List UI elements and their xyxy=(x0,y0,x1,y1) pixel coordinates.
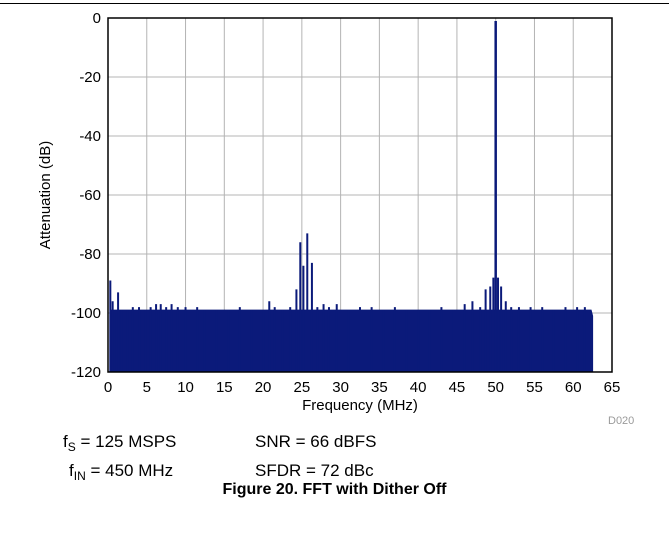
x-tick-label: 5 xyxy=(143,379,151,396)
x-tick-label: 50 xyxy=(487,379,504,396)
spectrum-trace xyxy=(109,20,594,373)
y-tick-label: -80 xyxy=(79,246,101,263)
x-axis-title: Frequency (MHz) xyxy=(302,397,418,414)
y-tick-label: 0 xyxy=(93,10,101,27)
x-tick-label: 0 xyxy=(104,379,112,396)
y-axis-title: Attenuation (dB) xyxy=(37,141,54,249)
x-tick-label: 55 xyxy=(526,379,543,396)
x-tick-label: 45 xyxy=(449,379,466,396)
fin-value: = 450 MHz xyxy=(85,461,174,480)
y-tick-label: -60 xyxy=(79,187,101,204)
x-tick-label: 35 xyxy=(371,379,388,396)
x-tick-label: 30 xyxy=(332,379,349,396)
fin-symbol: f xyxy=(69,461,74,480)
x-tick-label: 15 xyxy=(216,379,233,396)
snr-label: SNR = 66 dBFS xyxy=(255,432,377,451)
fs-symbol: f xyxy=(63,432,68,451)
figure-caption: Figure 20. FFT with Dither Off xyxy=(222,481,447,498)
input-frequency-label: fIN = 450 MHz xyxy=(69,461,173,483)
plot-frame xyxy=(107,17,613,373)
x-tick-label: 60 xyxy=(565,379,582,396)
fft-chart: 0 5 10 15 20 25 30 35 40 45 50 55 60 65 0 -20 -40 -60 -80 -… xyxy=(37,10,634,427)
fs-subscript: S xyxy=(67,440,76,454)
x-tick-label: 10 xyxy=(177,379,194,396)
y-tick-label: -100 xyxy=(71,305,101,322)
noise-floor-band xyxy=(109,309,594,373)
x-tick-label: 40 xyxy=(410,379,427,396)
fs-value: = 125 MSPS xyxy=(75,432,177,451)
top-rule xyxy=(0,3,669,4)
x-tick-label: 20 xyxy=(255,379,272,396)
y-tick-label: -20 xyxy=(79,69,101,86)
y-tick-label: -120 xyxy=(71,364,101,381)
sampling-rate-label: fS = 125 MSPS xyxy=(63,432,176,454)
x-tick-label: 65 xyxy=(604,379,621,396)
tick-labels: 0 5 10 15 20 25 30 35 40 45 50 55 60 65 0 -20 -40 -60 -80 -… xyxy=(71,10,620,396)
sfdr-label: SFDR = 72 dBc xyxy=(255,461,374,480)
fin-subscript: IN xyxy=(73,469,86,483)
y-tick-label: -40 xyxy=(79,128,101,145)
figure-code: D020 xyxy=(608,415,634,427)
x-tick-label: 25 xyxy=(294,379,311,396)
